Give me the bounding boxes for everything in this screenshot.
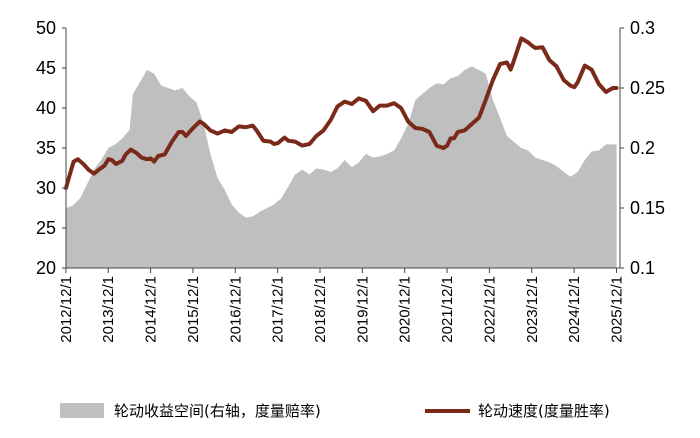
x-axis-tick-label: 2012/12/1 — [58, 276, 75, 343]
right-axis-tick-label: 0.15 — [630, 198, 665, 218]
x-axis-tick-labels: 2012/12/1 2013/12/1 2014/12/1 2015/12/1 2016… — [58, 276, 626, 343]
x-axis-tick-label: 2013/12/1 — [100, 276, 117, 343]
left-axis-tick-labels: 20 25 30 35 40 45 50 — [36, 18, 56, 278]
right-axis-tick-label: 0.3 — [630, 18, 655, 38]
left-axis-tick-label: 40 — [36, 98, 56, 118]
x-axis-tick-label: 2020/12/1 — [397, 276, 414, 343]
line-series-layer — [64, 36, 619, 190]
right-axis-tick-label: 0.1 — [630, 258, 655, 278]
left-axis-tick-label: 45 — [36, 58, 56, 78]
left-axis-tick-label: 20 — [36, 258, 56, 278]
right-axis-tick-label: 0.2 — [630, 138, 655, 158]
left-axis-tick-label: 30 — [36, 178, 56, 198]
right-axis-tick-labels: 0.1 0.15 0.2 0.25 0.3 — [630, 18, 665, 278]
axes — [62, 27, 624, 273]
legend-area-swatch — [60, 403, 104, 418]
legend: 轮动收益空间(右轴，度量赔率) 轮动速度(度量胜率) — [60, 402, 610, 420]
x-axis-tick-label: 2021/12/1 — [439, 276, 456, 343]
x-axis-tick-label: 2014/12/1 — [143, 276, 160, 343]
x-axis-tick-label: 2025/12/1 — [608, 276, 625, 343]
legend-line-label: 轮动速度(度量胜率) — [478, 402, 610, 420]
x-axis-tick-label: 2019/12/1 — [354, 276, 371, 343]
area-series-layer — [66, 66, 617, 269]
x-axis-tick-label: 2017/12/1 — [270, 276, 287, 343]
area-series-fill — [66, 66, 617, 269]
x-axis-tick-label: 2024/12/1 — [566, 276, 583, 343]
left-axis-tick-label: 50 — [36, 18, 56, 38]
left-axis-tick-label: 25 — [36, 218, 56, 238]
x-axis-tick-label: 2018/12/1 — [312, 276, 329, 343]
x-axis-tick-label: 2016/12/1 — [227, 276, 244, 343]
right-axis-tick-label: 0.25 — [630, 78, 665, 98]
left-axis-tick-label: 35 — [36, 138, 56, 158]
x-axis-tick-label: 2023/12/1 — [524, 276, 541, 343]
x-axis-tick-label: 2015/12/1 — [185, 276, 202, 343]
x-axis-tick-label: 2022/12/1 — [481, 276, 498, 343]
legend-area-label: 轮动收益空间(右轴，度量赔率) — [114, 402, 321, 420]
line-series-path — [64, 36, 619, 190]
